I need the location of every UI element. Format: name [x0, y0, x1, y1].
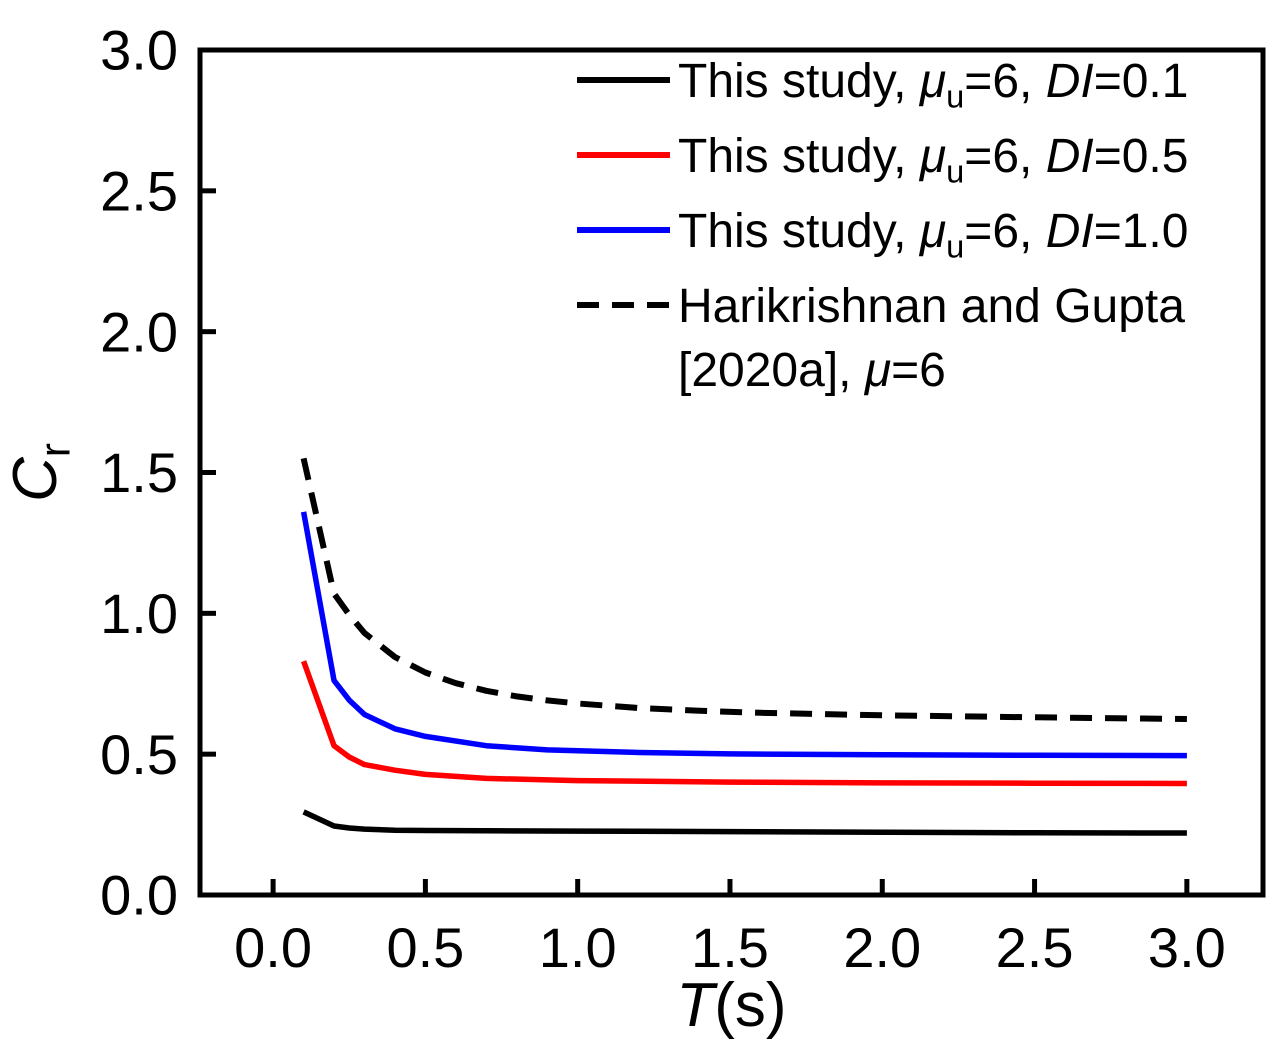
x-tick-label: 1.0	[539, 916, 617, 979]
label-part: =1.0	[1094, 205, 1189, 258]
y-tick-label: 3.0	[100, 19, 178, 82]
x-tick-label: 3.0	[1148, 916, 1226, 979]
label-part: μ	[918, 130, 946, 183]
label-part: DI	[1046, 130, 1094, 183]
x-tick-label: 0.5	[386, 916, 464, 979]
x-tick-label: 1.5	[691, 916, 769, 979]
series-line-1	[301, 660, 1187, 787]
axis-ticks	[200, 47, 1190, 898]
series-lines	[300, 457, 1187, 836]
label-part: =6,	[964, 55, 1045, 108]
label-part: r	[32, 443, 79, 457]
label-part: This study,	[678, 130, 920, 183]
label-part: u	[946, 152, 964, 189]
label-part: Harikrishnan and Gupta	[678, 280, 1185, 333]
label-part: μ	[863, 344, 891, 397]
label-part: This study,	[678, 55, 920, 108]
x-axis-label: T(s)	[676, 971, 786, 1040]
label-part: u	[946, 77, 964, 114]
label-part: This study,	[678, 205, 920, 258]
y-tick-label: 2.5	[100, 159, 178, 222]
legend-label-3-line-1: [2020a], μ=6	[678, 344, 946, 397]
series-line-2	[300, 511, 1187, 759]
y-tick-label: 2.0	[100, 300, 178, 363]
y-tick-label: 1.5	[100, 441, 178, 504]
label-part: =6	[891, 344, 946, 397]
label-part: =0.5	[1094, 130, 1189, 183]
y-tick-label: 0.5	[100, 723, 178, 786]
label-part: DI	[1046, 55, 1094, 108]
y-tick-label: 1.0	[100, 582, 178, 645]
legend-label-1: This study, μu=6, DI=0.5	[678, 130, 1188, 190]
label-part: [2020a],	[678, 344, 865, 397]
x-tick-label: 2.5	[996, 916, 1074, 979]
label-part: =6,	[964, 205, 1045, 258]
label-part: =0.1	[1094, 55, 1189, 108]
label-part: T	[676, 971, 718, 1040]
label-part: μ	[918, 55, 946, 108]
y-axis-label: Cr	[1, 443, 79, 502]
legend-label-2: This study, μu=6, DI=1.0	[678, 205, 1188, 265]
y-tick-label: 0.0	[100, 864, 178, 927]
label-part: C	[1, 456, 70, 502]
label-part: (s)	[714, 971, 786, 1040]
x-tick-label: 2.0	[843, 916, 921, 979]
label-part: DI	[1046, 205, 1094, 258]
label-part: u	[946, 227, 964, 264]
series-line-0	[302, 809, 1187, 836]
series-line-3	[300, 457, 1187, 722]
tick-labels: 0.0 0.5 1.0 1.5 2.0 2.5 3.0 0.0 0.5 1.0 1.5 2.0 2.5 3…	[100, 19, 1226, 979]
legend-label-0: This study, μu=6, DI=0.1	[678, 55, 1188, 115]
label-part: =6,	[964, 130, 1045, 183]
label-part: μ	[918, 205, 946, 258]
x-tick-label: 0.0	[234, 916, 312, 979]
legend-label-3-line-0: Harikrishnan and Gupta	[678, 280, 1185, 333]
axis-labels: T(s) Cr	[1, 443, 787, 1040]
